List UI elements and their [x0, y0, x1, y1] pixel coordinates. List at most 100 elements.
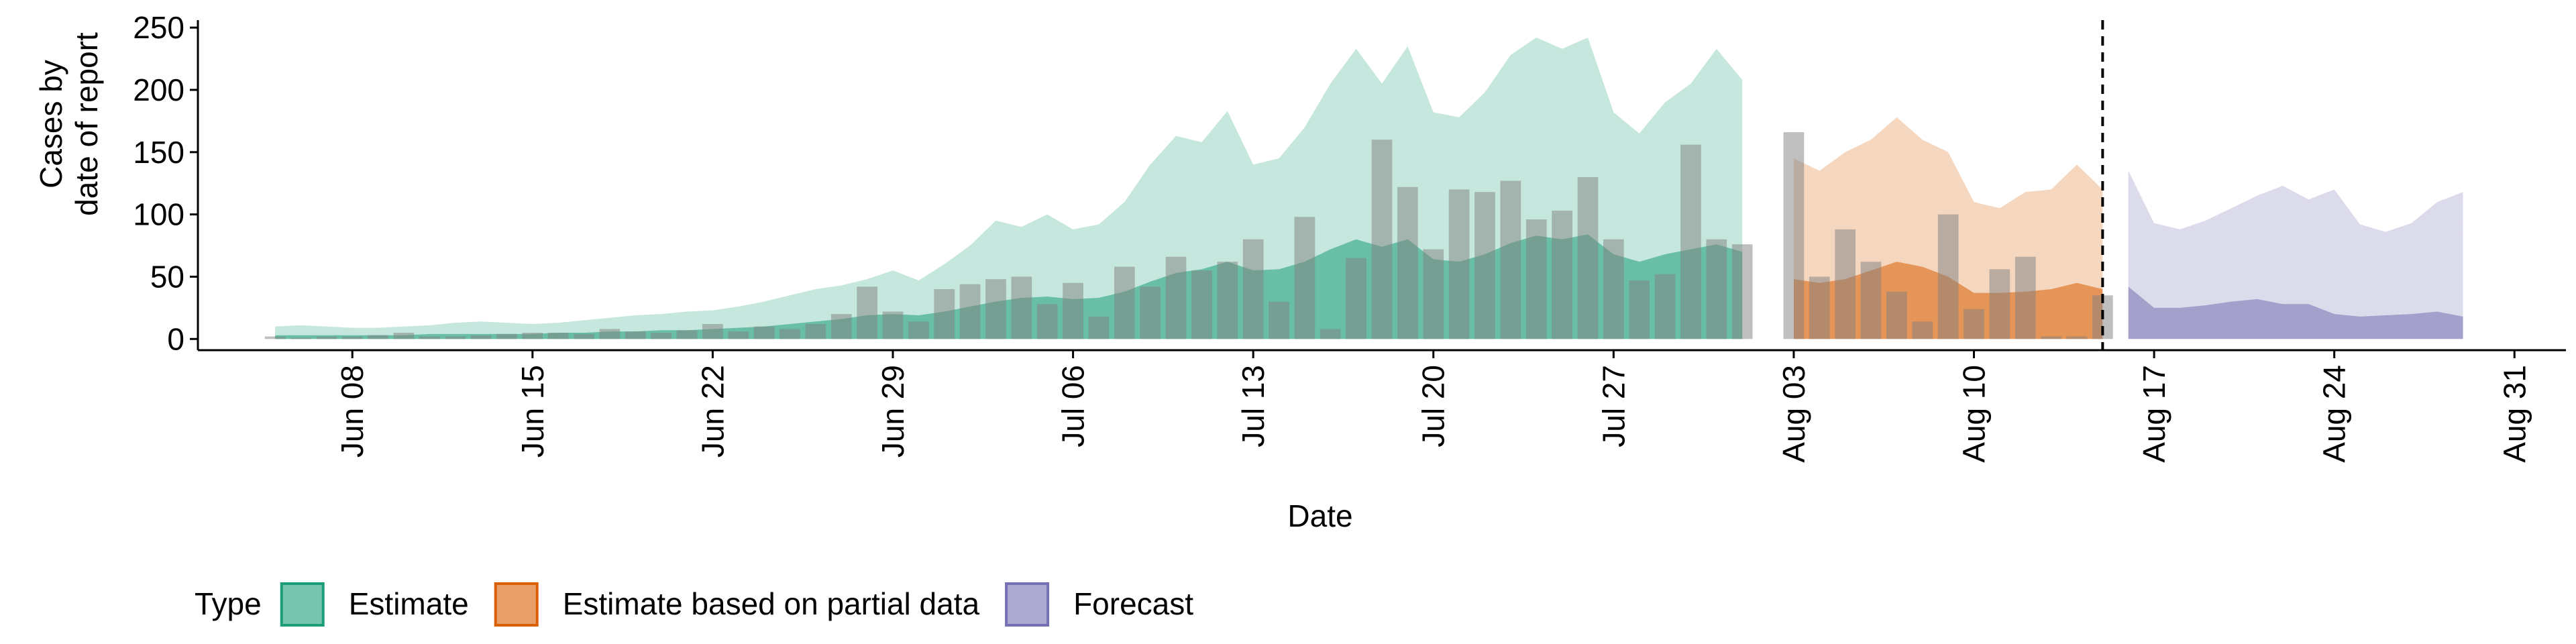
y-axis-title: date of report — [69, 32, 104, 216]
bar — [1886, 291, 1907, 339]
legend-swatch — [494, 582, 539, 627]
bar — [1063, 282, 1083, 339]
bar — [1912, 321, 1933, 339]
band-area — [2128, 170, 2463, 339]
plot-area — [264, 37, 2463, 339]
bar — [2066, 336, 2088, 339]
bar — [830, 314, 852, 339]
bar — [419, 336, 440, 339]
bar — [1474, 192, 1495, 339]
bar — [1217, 262, 1238, 339]
legend-swatch — [1005, 582, 1050, 627]
bar — [1191, 270, 1212, 339]
x-tick-label: Aug 24 — [2317, 365, 2352, 463]
y-tick-label: 200 — [133, 72, 184, 107]
bar — [599, 329, 621, 339]
bar — [290, 337, 311, 339]
x-tick-label: Aug 17 — [2137, 365, 2171, 463]
bar — [1552, 211, 1572, 339]
bar — [574, 333, 594, 339]
bar — [1603, 239, 1624, 339]
bar — [522, 333, 543, 339]
y-tick-label: 150 — [133, 135, 184, 170]
bar — [1114, 266, 1135, 339]
x-tick-label: Jul 20 — [1416, 365, 1451, 447]
bar — [1448, 189, 1470, 339]
bar — [1294, 217, 1316, 339]
legend-label: Estimate — [349, 586, 469, 621]
bar — [1577, 176, 1599, 339]
bar — [1088, 316, 1110, 339]
x-tick-label: Jul 13 — [1236, 365, 1271, 447]
y-axis-title: Cases by — [34, 60, 68, 189]
bar — [702, 324, 723, 339]
x-tick-label: Aug 31 — [2497, 365, 2532, 463]
bar — [1680, 144, 1701, 339]
y-tick-label: 50 — [150, 259, 184, 294]
bar — [341, 336, 363, 339]
bar — [1011, 276, 1032, 339]
x-tick-label: Jun 08 — [335, 365, 370, 458]
y-tick-label: 250 — [133, 10, 184, 45]
x-tick-label: Jul 06 — [1056, 365, 1091, 447]
bar — [1783, 132, 1805, 339]
bar — [934, 289, 955, 339]
bar — [625, 331, 646, 339]
bar — [2015, 256, 2036, 339]
x-tick-label: Jun 22 — [695, 365, 730, 458]
bar — [547, 333, 569, 339]
bar — [1242, 239, 1264, 339]
y-tick-label: 0 — [167, 321, 184, 356]
x-tick-label: Jun 15 — [515, 365, 550, 458]
bar — [1500, 180, 1521, 339]
bar — [1654, 274, 1676, 339]
bar — [1320, 329, 1341, 339]
bar — [676, 330, 698, 339]
bar — [1835, 229, 1856, 339]
bar — [316, 336, 337, 339]
bar — [753, 326, 775, 339]
x-tick-label: Jun 29 — [875, 365, 910, 458]
bar — [1423, 249, 1444, 339]
bar — [1269, 301, 1289, 339]
bar — [1937, 214, 1959, 339]
bar — [805, 324, 826, 339]
band-area — [2128, 286, 2463, 339]
legend-swatch — [280, 582, 325, 627]
bar — [1809, 276, 1830, 339]
x-axis-title: Date — [1287, 498, 1352, 533]
bar — [1165, 256, 1187, 339]
x-tick-label: Aug 10 — [1957, 365, 1992, 463]
bar — [1140, 286, 1161, 339]
bar — [496, 333, 517, 339]
bar — [1525, 219, 1547, 339]
bar — [728, 331, 749, 339]
bar — [470, 335, 492, 339]
y-tick-label: 100 — [133, 197, 184, 232]
bar — [1706, 239, 1727, 339]
bar — [1731, 244, 1753, 339]
bar — [1346, 258, 1366, 339]
bar — [445, 336, 466, 339]
x-tick-label: Aug 03 — [1776, 365, 1811, 463]
legend-label: Estimate based on partial data — [563, 586, 980, 621]
legend-title: Type — [195, 586, 262, 621]
x-tick-label: Jul 27 — [1596, 365, 1631, 447]
bar — [1989, 269, 2010, 339]
bar — [1629, 280, 1650, 339]
bar — [1371, 140, 1393, 339]
bar — [959, 284, 981, 339]
bar — [651, 333, 672, 339]
bar — [1964, 309, 1984, 339]
bar — [2041, 336, 2061, 339]
bar — [264, 336, 286, 339]
bar — [368, 335, 388, 339]
bar — [857, 286, 877, 339]
bar — [908, 321, 929, 339]
bar — [1397, 186, 1418, 339]
bar — [780, 329, 800, 339]
bar — [393, 333, 415, 339]
bar — [882, 311, 904, 339]
bar — [985, 279, 1006, 339]
